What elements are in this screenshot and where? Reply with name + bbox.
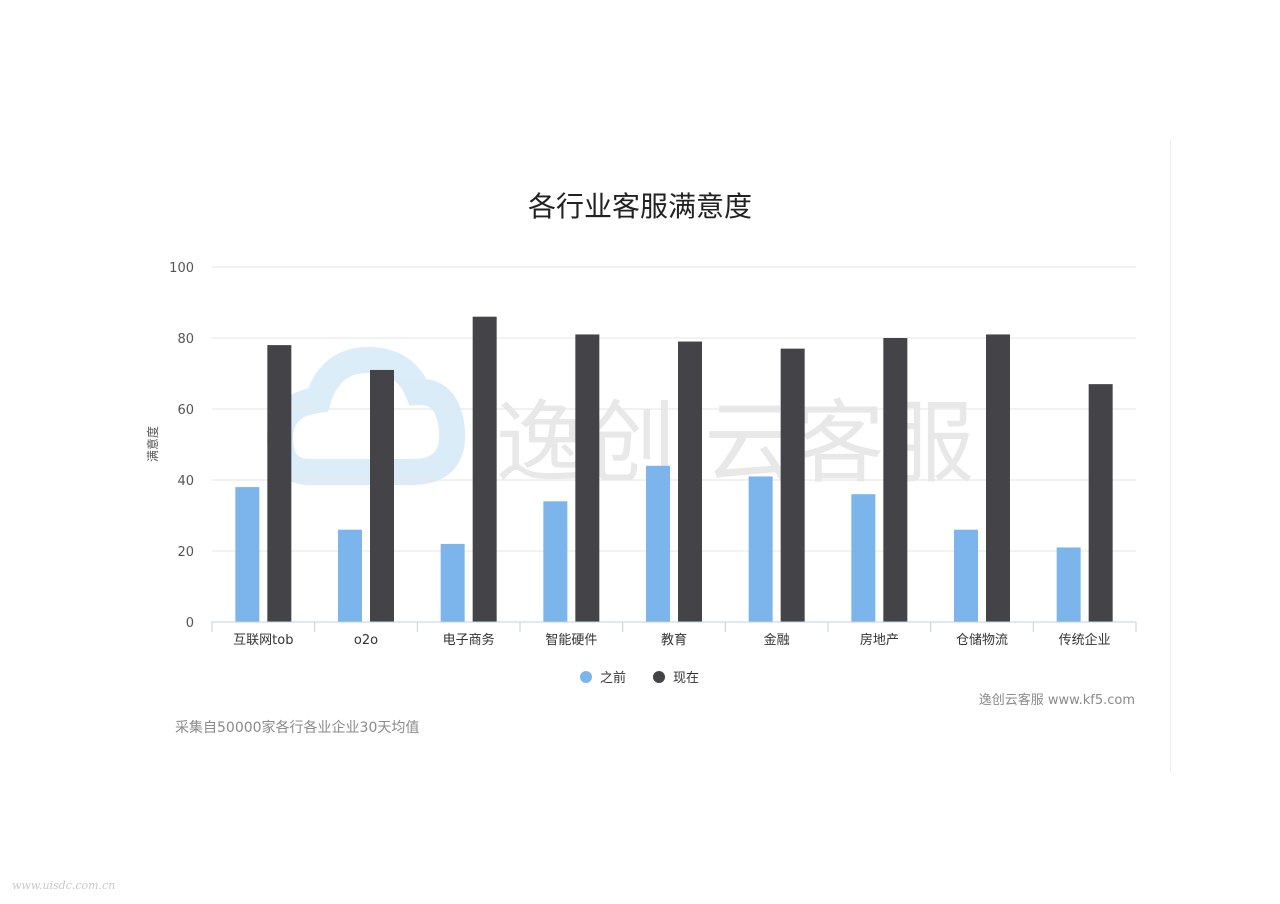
legend-marker — [653, 671, 665, 683]
bar-before — [543, 501, 568, 622]
bar-before — [851, 494, 876, 622]
x-tick-label: 互联网tob — [233, 633, 293, 648]
legend: 之前 现在 — [580, 670, 699, 686]
legend-label: 现在 — [673, 671, 699, 686]
bar-before — [338, 529, 362, 622]
y-tick-label: 20 — [177, 545, 194, 560]
bar-now — [780, 348, 805, 622]
bar-now — [267, 345, 292, 622]
bar-before — [235, 487, 260, 622]
bars — [235, 316, 1113, 622]
chart-title: 各行业客服满意度 — [528, 190, 752, 223]
bar-before — [646, 465, 670, 622]
page-divider-line — [1170, 140, 1171, 772]
y-tick-label: 100 — [169, 261, 194, 276]
bar-now — [575, 334, 600, 622]
x-tick-label: 仓储物流 — [956, 633, 1008, 648]
legend-marker — [580, 671, 592, 683]
x-tick-label: 传统企业 — [1059, 632, 1111, 648]
bar-before — [1056, 547, 1081, 622]
y-tick-label: 60 — [177, 403, 194, 418]
data-source-note: 采集自50000家各行各业企业30天均值 — [175, 720, 420, 736]
bar-before — [440, 543, 465, 622]
bar-before — [954, 529, 978, 622]
legend-label: 之前 — [600, 670, 626, 686]
bar-now — [678, 341, 702, 622]
y-tick-label: 0 — [186, 616, 194, 631]
x-tick-label: 电子商务 — [443, 632, 495, 648]
cloud-icon — [266, 346, 466, 485]
x-tick-label: 房地产 — [860, 632, 899, 648]
bar-now — [883, 338, 908, 622]
bar-now — [986, 334, 1010, 622]
bar-now — [472, 316, 497, 622]
gridlines — [212, 266, 1136, 552]
y-axis-ticks: 0 20 40 60 80 100 — [169, 261, 194, 631]
x-tick-label: 金融 — [764, 632, 790, 648]
y-axis-label: 满意度 — [145, 426, 160, 462]
bar-now — [370, 369, 394, 622]
x-tick-label: 智能硬件 — [545, 633, 597, 648]
x-tick-label: 教育 — [661, 632, 687, 648]
y-tick-label: 40 — [177, 474, 194, 489]
y-tick-label: 80 — [177, 332, 194, 347]
chart-credit: 逸创云客服 www.kf5.com — [978, 693, 1135, 708]
x-tick-label: o2o — [354, 633, 378, 648]
bar-now — [1088, 384, 1113, 622]
x-axis: 互联网tob o2o 电子商务 智能硬件 教育 金融 房地产 仓储物流 传统企业 — [211, 621, 1137, 648]
site-watermark: www.uisdc.com.cn — [12, 879, 116, 892]
bar-before — [748, 476, 773, 622]
